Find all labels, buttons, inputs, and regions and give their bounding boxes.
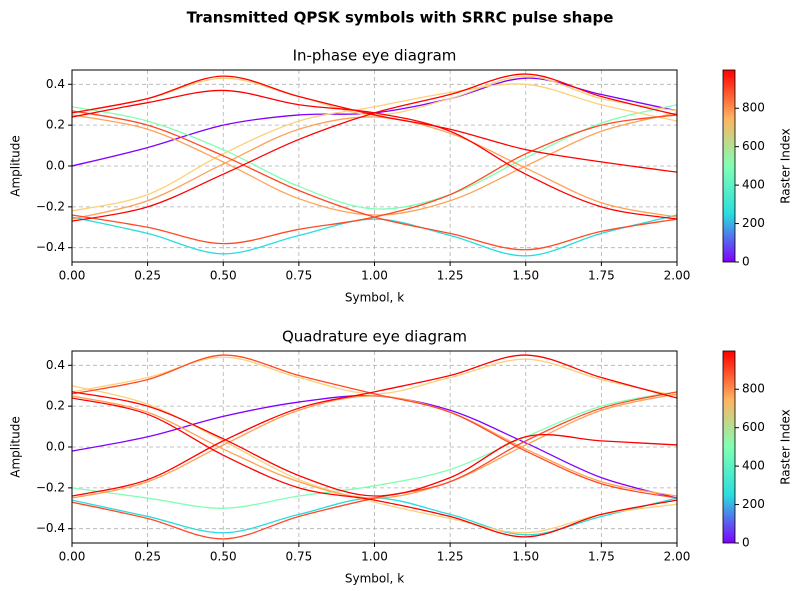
x-tick-label: 1.50 [512,269,539,283]
y-tick-label: 0.0 [46,440,65,454]
y-tick-label: 0.0 [46,159,65,173]
eye-trace [72,354,677,497]
y-axis-label: Amplitude [9,416,23,478]
x-tick-label: 1.50 [512,550,539,564]
colorbar-tick-label: 400 [742,459,765,473]
traces [72,73,677,257]
colorbar-tick-label: 400 [742,178,765,192]
y-tick-label: −0.4 [36,521,65,535]
x-tick-label: 1.00 [361,269,388,283]
eye-trace [72,391,677,497]
panel-title: Quadrature eye diagram [282,328,467,346]
eye-trace [72,83,677,212]
x-tick-label: 0.50 [210,550,237,564]
figure-title: Transmitted QPSK symbols with SRRC pulse… [187,9,614,27]
y-axis-label: Amplitude [9,135,23,197]
x-tick-label: 1.25 [437,269,464,283]
eye-trace [72,395,677,499]
eye-trace [72,73,677,222]
colorbar-tick-label: 0 [742,536,750,550]
x-tick-label: 1.75 [588,269,615,283]
colorbar-tick-label: 800 [742,382,765,396]
y-tick-label: 0.2 [46,118,65,132]
x-tick-label: 0.75 [286,269,313,283]
plot-frame [71,69,678,263]
eye-trace [72,112,677,216]
colorbar-label: Raster Index [779,409,793,485]
colorbar-tick-label: 200 [742,497,765,511]
y-tick-label: −0.2 [36,480,65,494]
eye-trace [72,75,677,173]
eye-trace [72,75,677,116]
eye-trace [72,391,677,540]
colorbar-tick-label: 600 [742,139,765,153]
panel-title: In-phase eye diagram [293,47,457,65]
x-axis-label: Symbol, k [345,291,404,305]
colorbar [722,69,736,263]
y-tick-label: −0.2 [36,199,65,213]
x-tick-label: 1.25 [437,550,464,564]
x-tick-label: 2.00 [664,269,691,283]
plot-frame [71,350,678,544]
colorbar-tick-label: 200 [742,216,765,230]
eye-trace [72,397,677,538]
eye-trace [72,214,677,257]
eye-trace [72,116,677,220]
eye-trace [72,114,677,245]
eye-trace [72,110,677,251]
x-tick-label: 1.00 [361,550,388,564]
traces [72,354,677,540]
eye-trace [72,391,677,509]
eye-trace [72,354,677,499]
x-tick-label: 0.75 [286,550,313,564]
y-tick-label: 0.2 [46,399,65,413]
x-tick-label: 2.00 [664,550,691,564]
x-tick-label: 0.50 [210,269,237,283]
x-tick-label: 0.25 [134,269,161,283]
colorbar-tick-label: 600 [742,420,765,434]
eye-trace [72,356,677,397]
y-tick-label: 0.4 [46,77,65,91]
colorbar-tick-label: 800 [742,101,765,115]
colorbar [722,350,736,544]
y-tick-label: −0.4 [36,240,65,254]
x-tick-label: 1.75 [588,550,615,564]
colorbar-tick-label: 0 [742,255,750,269]
eye-trace [72,385,677,534]
colorbar-label: Raster Index [779,128,793,204]
y-tick-label: 0.4 [46,358,65,372]
x-axis-label: Symbol, k [345,572,404,586]
x-tick-label: 0.25 [134,550,161,564]
x-tick-label: 0.00 [59,269,86,283]
x-tick-label: 0.00 [59,550,86,564]
